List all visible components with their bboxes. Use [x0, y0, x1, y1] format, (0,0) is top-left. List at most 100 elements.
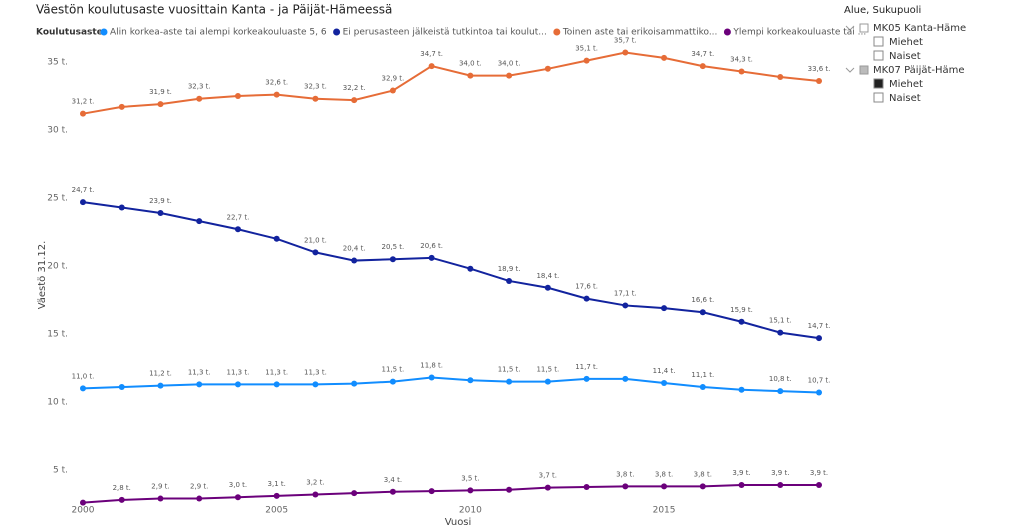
data-label: 32,3 t.: [188, 83, 211, 91]
data-label: 3,2 t.: [306, 478, 324, 486]
data-label: 33,6 t.: [808, 65, 831, 73]
data-label: 2,9 t.: [151, 483, 169, 491]
data-point: [80, 110, 86, 117]
data-point: [622, 375, 629, 382]
data-point: [157, 495, 164, 502]
data-point: [234, 93, 241, 99]
data-label: 35,1 t.: [575, 45, 598, 53]
slicer-item-label: Naiset: [889, 93, 921, 104]
data-label: 17,1 t.: [614, 289, 637, 297]
data-point: [351, 97, 358, 104]
data-label: 11,3 t.: [265, 368, 288, 376]
data-label: 2,8 t.: [113, 484, 131, 492]
data-point: [157, 209, 164, 216]
data-point: [428, 63, 435, 70]
data-point: [816, 481, 822, 488]
data-point: [583, 295, 590, 302]
data-point: [80, 499, 86, 506]
data-point: [428, 488, 435, 495]
data-label: 3,0 t.: [229, 481, 247, 489]
data-point: [583, 375, 590, 382]
x-tick-label: 2010: [459, 506, 482, 516]
data-label: 17,6 t.: [575, 283, 598, 291]
data-label: 32,2 t.: [343, 84, 366, 92]
legend-marker: [553, 28, 561, 36]
data-label: 34,7 t.: [420, 50, 443, 58]
data-label: 3,9 t.: [810, 469, 828, 477]
slicer: Alue, Sukupuoli MK05 Kanta-Häme Miehet Nai…: [844, 5, 966, 104]
data-point: [622, 483, 629, 490]
data-label: 11,4 t.: [653, 367, 676, 375]
data-point: [351, 380, 358, 387]
data-point: [816, 78, 822, 85]
checkbox[interactable]: [859, 23, 869, 33]
data-point: [544, 65, 551, 72]
slicer-group-label: MK07 Päijät-Häme: [873, 65, 965, 76]
data-label: 31,9 t.: [149, 88, 172, 96]
data-label: 11,1 t.: [691, 371, 714, 379]
checkbox[interactable]: [873, 50, 884, 61]
y-tick-label: 15 t.: [47, 330, 68, 340]
data-point: [583, 57, 590, 64]
data-point: [157, 101, 164, 108]
data-label: 32,3 t.: [304, 83, 327, 91]
data-point: [196, 218, 203, 225]
legend-label: Ei perusasteen jälkeistä tutkintoa tai k…: [343, 28, 547, 38]
data-label: 35,7 t.: [614, 36, 637, 44]
data-point: [389, 256, 396, 263]
data-point: [157, 382, 164, 389]
checkbox[interactable]: [873, 36, 884, 47]
data-point: [738, 481, 745, 488]
y-tick-label: 35 t.: [47, 58, 68, 68]
data-point: [738, 68, 745, 75]
data-point: [273, 381, 280, 388]
data-label: 3,7 t.: [539, 472, 557, 480]
slicer-group-label: MK05 Kanta-Häme: [873, 23, 966, 34]
data-point: [389, 378, 396, 385]
legend-label: Alin korkea-aste tai alempi korkeakoulua…: [110, 28, 327, 38]
slicer-item-label: Miehet: [889, 37, 923, 48]
data-label: 20,6 t.: [420, 242, 443, 250]
data-label: 3,8 t.: [655, 470, 673, 478]
data-label: 11,8 t.: [420, 362, 443, 370]
data-point: [544, 378, 551, 385]
y-tick-label: 20 t.: [47, 262, 68, 272]
legend-label: Ylempi korkeakouluaste tai ...: [732, 28, 866, 38]
series-line: [82, 376, 820, 394]
data-label: 3,4 t.: [384, 476, 402, 484]
data-label: 3,8 t.: [694, 470, 712, 478]
data-point: [467, 265, 474, 272]
series-line: [82, 51, 820, 115]
legend-label: Toinen aste tai erikoisammattiko...: [562, 28, 718, 38]
data-point: [583, 484, 590, 490]
series-line: [82, 201, 820, 340]
series-line: [82, 483, 819, 504]
data-point: [351, 490, 358, 497]
checkbox[interactable]: [859, 65, 869, 75]
data-label: 15,1 t.: [769, 317, 792, 325]
slicer-item-label: Miehet: [889, 79, 923, 90]
checkbox[interactable]: [873, 78, 884, 89]
data-label: 2,9 t.: [190, 483, 208, 491]
data-label: 11,3 t.: [304, 368, 327, 376]
data-point: [467, 72, 474, 79]
legend-title: Koulutusaste: [36, 28, 103, 38]
data-label: 18,4 t.: [536, 272, 559, 280]
data-point: [544, 484, 551, 491]
data-point: [312, 95, 319, 102]
data-point: [622, 49, 629, 56]
checkbox[interactable]: [873, 92, 884, 103]
data-label: 21,0 t.: [304, 236, 327, 244]
data-label: 20,5 t.: [382, 243, 405, 251]
data-point: [273, 492, 280, 499]
data-label: 10,7 t.: [808, 376, 831, 384]
x-tick-label: 2015: [653, 506, 676, 516]
expand-icon: [845, 25, 855, 31]
data-point: [428, 254, 435, 261]
data-label: 22,7 t.: [227, 213, 250, 221]
data-point: [506, 277, 513, 284]
y-tick-label: 10 t.: [47, 398, 68, 408]
data-point: [467, 377, 474, 384]
